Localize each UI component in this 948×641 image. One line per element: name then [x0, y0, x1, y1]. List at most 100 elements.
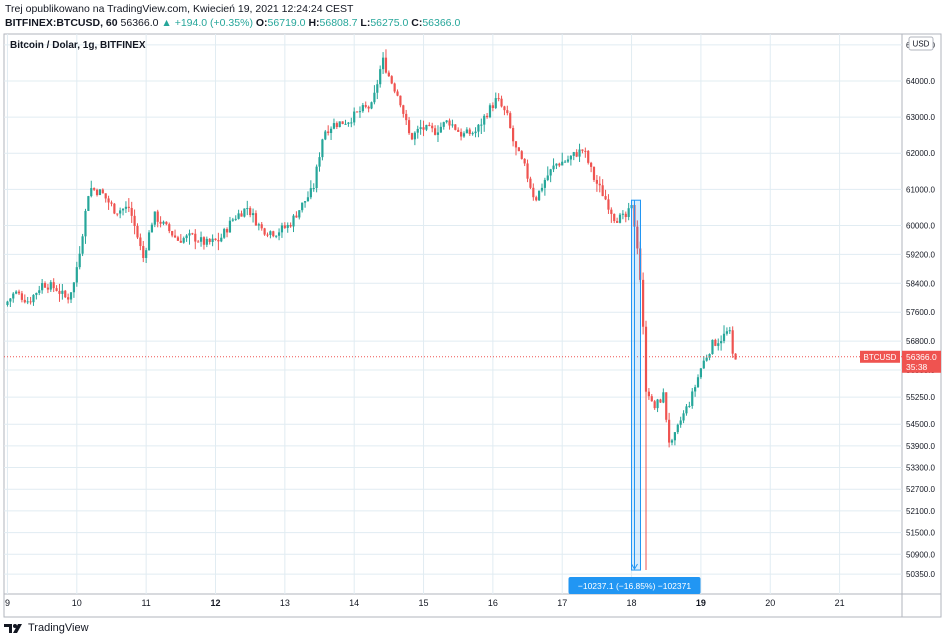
candle-body [592, 166, 596, 180]
candle-body [257, 224, 260, 226]
candle-body [439, 126, 442, 133]
candle-body [488, 105, 492, 118]
candle-body [728, 330, 731, 332]
candle-body [471, 133, 474, 135]
candle-body [220, 237, 223, 242]
currency-badge[interactable]: USD [908, 36, 934, 51]
candle-body [694, 387, 697, 392]
candle-body [474, 131, 477, 134]
candle-body [656, 399, 659, 409]
candle-body [685, 406, 688, 414]
candle-body [734, 353, 737, 360]
candle-body [361, 105, 364, 112]
candle-body [17, 291, 21, 294]
candle-body [93, 188, 96, 190]
candle-body [662, 392, 665, 403]
candle-body [272, 231, 275, 237]
candle-body [613, 213, 616, 222]
candle-body [679, 420, 682, 425]
candle-body [636, 226, 639, 249]
candle-body [153, 211, 156, 225]
candle-body [309, 188, 312, 198]
footer: TradingView [4, 619, 89, 637]
candle-body [610, 209, 613, 214]
candle-body [98, 189, 102, 196]
candle-body [223, 229, 226, 238]
candle-body [390, 76, 393, 84]
candle-body [584, 150, 587, 152]
candle-body [78, 253, 81, 268]
ohlc-line: BITFINEX:BTCUSD, 60 56366.0 ▲ +194.0 (+0… [5, 17, 460, 29]
candle-body [364, 105, 367, 107]
open-label: O: [255, 17, 268, 29]
candle-body [324, 131, 327, 140]
currency-label: USD [913, 40, 930, 49]
candle-body [107, 198, 110, 203]
candle-body [676, 424, 679, 433]
candle-body [717, 343, 720, 346]
candle-body [312, 188, 315, 190]
candle-body [249, 208, 252, 216]
candle-body [607, 199, 610, 210]
tradingview-logo-icon [4, 624, 22, 633]
candle-body [399, 95, 402, 106]
candle-body [188, 233, 191, 236]
candle-body [616, 221, 619, 223]
candle-body [225, 229, 229, 233]
candle-body [292, 215, 295, 227]
candle-body [130, 207, 133, 216]
candle-body [546, 175, 549, 180]
candle-body [289, 225, 292, 227]
candle-body [298, 210, 301, 218]
candle-body [673, 432, 676, 441]
candle-body [511, 127, 515, 142]
candle-body [243, 208, 246, 217]
y-tick-label: 50900.0 [906, 550, 935, 559]
candle-body [355, 111, 359, 113]
y-tick-label: 52100.0 [906, 507, 935, 516]
x-tick-label: 16 [488, 598, 498, 608]
candle-body [457, 129, 460, 132]
candle-body [708, 354, 711, 358]
x-tick-label: 21 [835, 598, 845, 608]
x-tick-label: 19 [696, 598, 706, 608]
candle-body [147, 232, 151, 251]
measure-tool[interactable]: −10237.1 (−16.85%) −102371 [568, 199, 701, 595]
x-tick-label: 13 [280, 598, 290, 608]
candle-body [35, 292, 38, 295]
y-tick-label: 59200.0 [906, 250, 935, 259]
candle-body [477, 124, 480, 132]
y-tick-label: 53900.0 [906, 442, 935, 451]
chart-title: Bitcoin / Dolar, 1g, BITFINEX [10, 40, 146, 51]
candle-body [691, 391, 694, 406]
x-tick-label: 15 [419, 598, 429, 608]
candle-body [454, 124, 457, 130]
candle-body [162, 221, 165, 224]
candle-body [121, 208, 125, 211]
candle-body [194, 233, 197, 242]
x-tick-label: 18 [627, 598, 637, 608]
candle-body [381, 57, 385, 70]
candle-body [61, 290, 64, 294]
candle-body [127, 206, 130, 208]
candle-body [350, 122, 353, 124]
candle-body [32, 294, 35, 303]
candle-body [566, 159, 570, 162]
candle-body [445, 120, 448, 123]
candle-body [347, 122, 350, 124]
candle-body [699, 368, 703, 378]
open-value: 56719.0 [267, 17, 306, 29]
candle-body [621, 213, 624, 215]
candle-body [329, 128, 333, 133]
candle-body [6, 301, 9, 305]
time-axis[interactable]: 9 10 11 12 13 14 15 16 17 18 19 20 21 [5, 598, 845, 608]
candle-body [465, 129, 468, 134]
candle-body [260, 224, 263, 229]
candle-body [581, 149, 584, 151]
x-tick-label: 11 [141, 598, 150, 608]
candle-body [26, 301, 29, 303]
candle-body [23, 299, 26, 303]
candle-body [315, 166, 318, 189]
candle-body [665, 392, 668, 420]
